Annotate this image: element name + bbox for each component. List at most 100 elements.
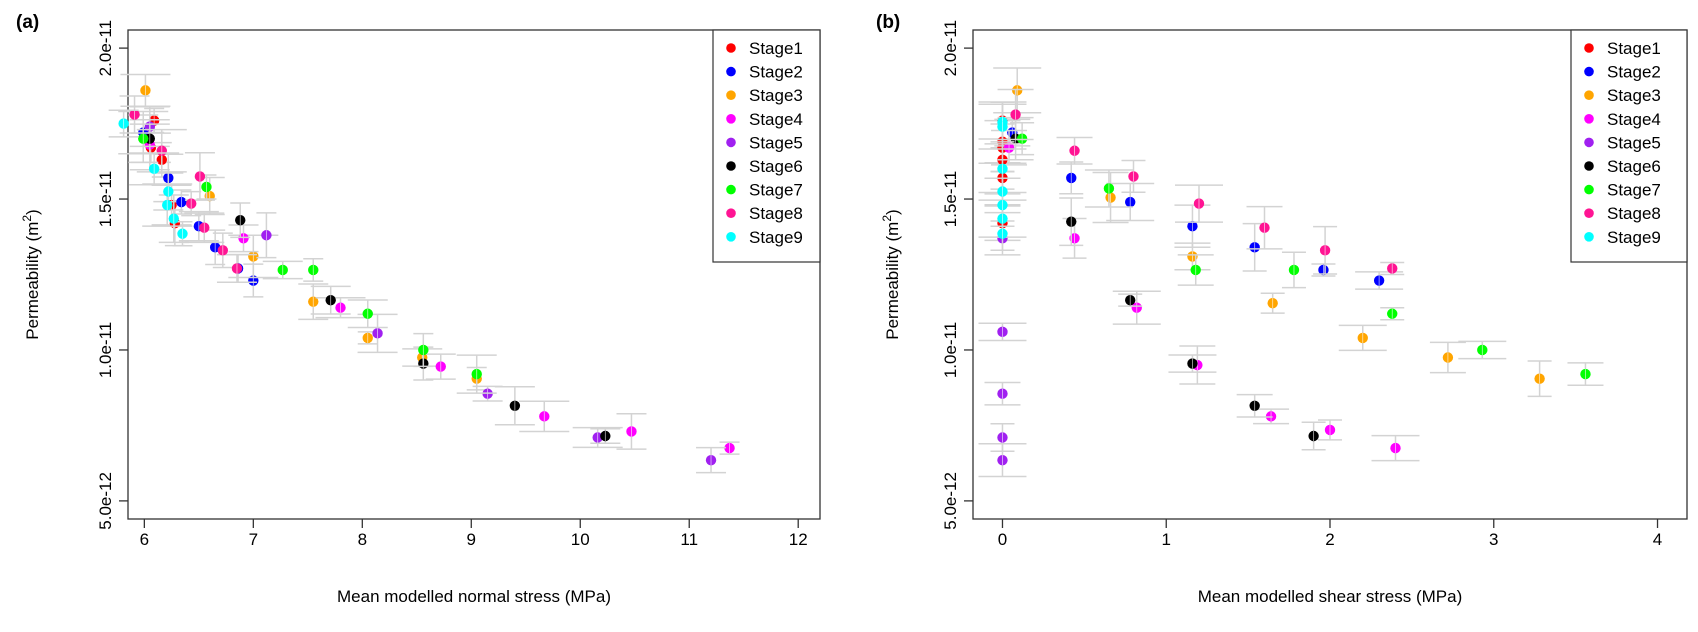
legend: Stage1 Stage2 Stage3 Stage4 Stage5 Stage6 Stag… (1570, 29, 1688, 263)
series-stage4 (129, 118, 740, 455)
x-tick-label: 8 (358, 530, 367, 549)
legend-marker (726, 161, 736, 171)
legend-marker (726, 114, 736, 124)
legend-item: Stage3 (1584, 86, 1661, 105)
y-axis-title-close: ) (23, 209, 42, 215)
x-axis: 0 1 2 3 4 (998, 519, 1662, 549)
x-tick-label: 4 (1653, 530, 1662, 549)
series-stage4 (991, 129, 1420, 462)
legend-item: Stage7 (726, 181, 803, 200)
legend-label: Stage8 (1607, 204, 1661, 223)
legend-marker (1584, 208, 1594, 218)
legend-label: Stage8 (749, 204, 803, 223)
x-tick-label: 7 (249, 530, 258, 549)
plot-frame (127, 29, 821, 520)
legend-item: Stage8 (726, 204, 803, 223)
legend-label: Stage9 (749, 228, 803, 247)
legend-label: Stage3 (1607, 86, 1661, 105)
legend-marker (1584, 114, 1594, 124)
legend-label: Stage5 (1607, 133, 1661, 152)
series-stage7 (128, 114, 497, 394)
legend-item: Stage5 (1584, 133, 1661, 152)
legend-marker (726, 232, 736, 242)
panel-a: (a) 6 7 8 9 10 11 12 Mean modelled normal stress… (16, 12, 821, 606)
legend-label: Stage2 (1607, 63, 1661, 82)
legend-item: Stage6 (726, 157, 803, 176)
y-axis-title-sup: 2 (20, 215, 34, 222)
x-tick-label: 11 (680, 530, 698, 549)
y-tick-label: 5.0e-12 (941, 472, 960, 530)
legend-marker (726, 184, 736, 195)
legend-marker (726, 137, 736, 148)
data-layer (108, 73, 740, 474)
data-layer (978, 67, 1604, 478)
legend-label: Stage7 (1607, 181, 1661, 200)
legend-marker (1584, 232, 1594, 242)
series-stage2 (994, 118, 1404, 290)
panel-label: (a) (16, 12, 39, 33)
legend-label: Stage1 (749, 39, 803, 58)
legend-marker (726, 90, 736, 100)
legend: Stage1 Stage2 Stage3 Stage4 Stage5 Stage6 Stag… (712, 29, 821, 263)
legend-item: Stage5 (726, 133, 803, 152)
y-tick-label: 1.0e-11 (96, 322, 115, 378)
legend-label: Stage6 (749, 157, 803, 176)
legend-marker (1584, 43, 1594, 53)
y-axis-title-main: Permeability (m (23, 222, 42, 340)
panel-b: (b) 0 1 2 3 4 Mean modelled shear stress (MPa)… (876, 12, 1688, 606)
legend-label: Stage7 (749, 181, 803, 200)
legend-item: Stage4 (726, 110, 803, 129)
series-stage9 (978, 101, 1027, 256)
legend-item: Stage8 (1584, 204, 1661, 223)
legend-item: Stage3 (726, 86, 803, 105)
y-axis-title: Permeability (m2) (880, 209, 902, 339)
legend-label: Stage1 (1607, 39, 1661, 58)
x-tick-label: 6 (140, 530, 149, 549)
legend-marker (1584, 161, 1594, 171)
y-tick-label: 2.0e-11 (96, 20, 115, 76)
y-axis: 5.0e-12 1.0e-11 1.5e-11 2.0e-11 (96, 20, 128, 530)
y-axis: 5.0e-12 1.0e-11 1.5e-11 2.0e-11 (941, 20, 973, 530)
x-axis: 6 7 8 9 10 11 12 (140, 519, 808, 549)
legend-marker (726, 208, 736, 218)
y-tick-label: 1.5e-11 (96, 171, 115, 227)
x-tick-label: 12 (789, 530, 808, 549)
legend-label: Stage3 (749, 86, 803, 105)
x-tick-label: 10 (571, 530, 590, 549)
series-stage6 (129, 123, 621, 445)
series-stage8 (997, 88, 1405, 276)
series-stage5 (129, 106, 727, 474)
series-stage3 (993, 67, 1552, 398)
legend-item: Stage1 (726, 39, 803, 58)
y-tick-label: 2.0e-11 (941, 20, 960, 76)
legend-marker (1584, 137, 1594, 148)
series-stage5 (978, 225, 1027, 478)
y-axis-title-main: Permeability (m (883, 222, 902, 340)
legend-item: Stage7 (1584, 181, 1661, 200)
legend-item: Stage2 (1584, 63, 1661, 82)
legend-label: Stage4 (1607, 110, 1661, 129)
legend-item: Stage4 (1584, 110, 1661, 129)
legend-item: Stage1 (1584, 39, 1661, 58)
legend-item: Stage2 (726, 63, 803, 82)
legend-item: Stage9 (726, 228, 803, 247)
legend-marker (726, 43, 736, 53)
legend-label: Stage9 (1607, 228, 1661, 247)
legend-label: Stage5 (749, 133, 803, 152)
y-axis-title-sup: 2 (880, 215, 894, 222)
legend-label: Stage6 (1607, 157, 1661, 176)
x-tick-label: 0 (998, 530, 1007, 549)
x-tick-label: 9 (467, 530, 476, 549)
legend-label: Stage2 (749, 63, 803, 82)
series-stage9 (108, 109, 193, 247)
x-tick-label: 2 (1325, 530, 1334, 549)
legend-label: Stage4 (749, 110, 803, 129)
y-tick-label: 1.0e-11 (941, 322, 960, 378)
x-axis-title: Mean modelled shear stress (MPa) (1198, 587, 1463, 606)
series-stage6 (997, 116, 1326, 451)
y-tick-label: 5.0e-12 (96, 472, 115, 530)
y-tick-label: 1.5e-11 (941, 171, 960, 227)
y-axis-title: Permeability (m2) (20, 209, 42, 339)
panel-label: (b) (876, 12, 900, 33)
